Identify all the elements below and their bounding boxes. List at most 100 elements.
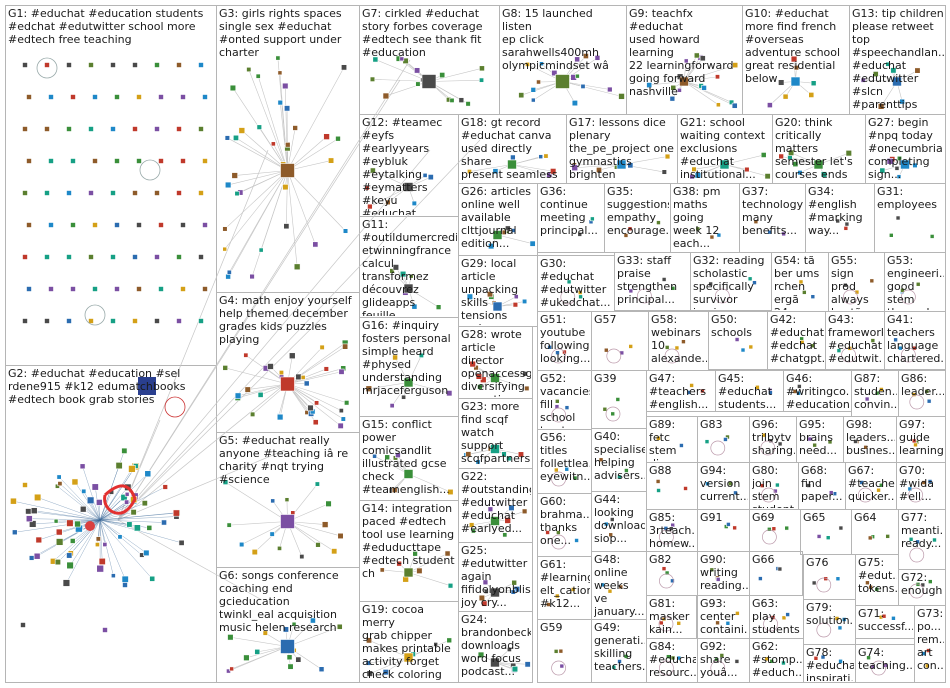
graph-node	[292, 125, 298, 131]
graph-node	[517, 451, 525, 458]
cluster-frame-g24	[458, 611, 533, 683]
graph-node	[399, 270, 407, 278]
cluster-frame-g96	[749, 416, 797, 463]
graph-node	[475, 459, 481, 465]
graph-node	[715, 620, 720, 626]
graph-node	[911, 392, 917, 397]
cluster-g70	[907, 479, 933, 503]
graph-node	[243, 654, 250, 661]
graph-node	[837, 625, 843, 631]
cluster-frame-g51	[537, 311, 592, 371]
graph-node	[229, 666, 234, 672]
graph-node	[866, 655, 871, 661]
self-loop	[909, 394, 925, 410]
cluster-g94	[705, 481, 738, 496]
graph-node	[797, 170, 803, 176]
graph-node	[715, 102, 721, 108]
graph-node	[372, 56, 379, 63]
graph-node	[808, 92, 815, 98]
graph-node	[521, 508, 528, 515]
graph-node	[676, 655, 682, 661]
self-loop	[710, 660, 726, 676]
graph-edge	[69, 519, 101, 556]
cluster-edges	[691, 154, 768, 177]
graph-node	[254, 648, 261, 655]
graph-node	[435, 304, 442, 310]
cluster-frame-g30	[537, 255, 615, 312]
graph-node	[291, 621, 297, 627]
cluster-frame-g77	[898, 509, 946, 570]
hub-node	[280, 376, 295, 392]
graph-node	[25, 508, 32, 515]
graph-node	[395, 452, 401, 458]
graph-edge	[237, 383, 288, 397]
graph-node	[110, 126, 116, 132]
graph-node	[709, 567, 715, 573]
graph-edge	[117, 449, 286, 521]
graph-edge	[287, 383, 342, 411]
cluster-frame-g22	[458, 468, 533, 543]
graph-node	[132, 62, 138, 68]
cluster-frame-g38	[670, 183, 740, 253]
graph-node	[781, 231, 786, 237]
graph-node	[224, 181, 232, 189]
graph-node	[70, 222, 76, 228]
graph-edge	[56, 519, 101, 522]
graph-node	[522, 371, 528, 377]
graph-node	[734, 337, 740, 342]
cluster-g25	[478, 579, 521, 607]
hub-node	[403, 182, 414, 192]
graph-node	[258, 247, 264, 253]
graph-node	[178, 539, 185, 546]
graph-node	[364, 185, 370, 191]
cluster-frame-g29	[458, 255, 538, 327]
graph-node	[481, 600, 488, 607]
graph-node	[728, 481, 733, 487]
cluster-frame-g80	[749, 462, 799, 510]
cluster-frame-g68	[798, 462, 846, 510]
graph-edge	[562, 81, 610, 90]
cluster-g28	[469, 360, 530, 392]
graph-node	[912, 162, 918, 169]
graph-edge	[225, 481, 288, 522]
cluster-frame-g31	[874, 183, 946, 253]
graph-node	[342, 343, 349, 350]
self-loop	[36, 57, 58, 79]
graph-node	[256, 124, 263, 130]
cluster-g88	[655, 479, 688, 493]
cluster-g63	[763, 612, 790, 632]
graph-node	[337, 422, 344, 429]
graph-node	[843, 282, 848, 288]
graph-node	[88, 190, 94, 196]
graph-node	[915, 281, 921, 287]
cluster-g18	[467, 153, 557, 178]
cluster-g14	[379, 550, 454, 589]
cluster-g55	[843, 278, 875, 305]
cluster-frame-g67	[845, 462, 897, 510]
graph-node	[728, 99, 735, 105]
graph-node	[553, 649, 559, 654]
graph-node	[670, 578, 675, 584]
graph-node	[57, 481, 63, 487]
graph-edge	[99, 519, 150, 529]
graph-node	[110, 318, 116, 324]
graph-node	[600, 582, 606, 588]
graph-node	[894, 165, 900, 171]
graph-node	[385, 199, 391, 206]
graph-node	[110, 573, 116, 579]
cluster-g78	[813, 654, 843, 664]
graph-edge	[225, 367, 288, 385]
self-loop	[84, 304, 106, 326]
graph-node	[926, 648, 931, 653]
graph-node	[92, 94, 98, 100]
graph-node	[468, 522, 475, 528]
graph-edge	[99, 519, 165, 523]
graph-edge	[224, 170, 288, 230]
graph-node	[607, 86, 613, 93]
graph-node	[603, 347, 609, 353]
cluster-g47	[686, 383, 705, 395]
graph-node	[365, 637, 373, 644]
graph-node	[144, 470, 152, 478]
graph-node	[885, 534, 890, 539]
graph-node	[328, 157, 335, 164]
